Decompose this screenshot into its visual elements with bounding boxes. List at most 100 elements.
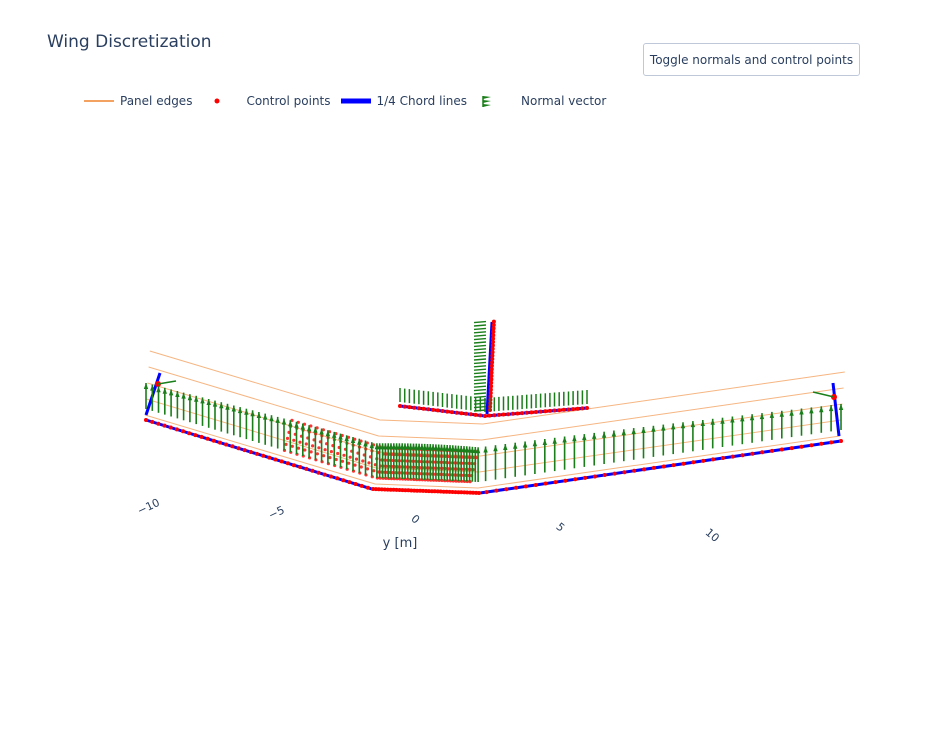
normal-vector-head (631, 428, 636, 435)
normal-vector-head (377, 443, 382, 450)
normal-vector (473, 320, 487, 324)
legend-item-panel-edges[interactable]: Panel edges (84, 94, 192, 108)
normal-vector-head (425, 444, 430, 450)
control-point (799, 444, 804, 449)
normal-vector-head (386, 443, 391, 450)
control-point (168, 425, 173, 430)
control-point (642, 467, 647, 472)
control-point (409, 488, 414, 493)
control-point (444, 489, 449, 494)
control-point (248, 450, 253, 454)
control-point (489, 363, 494, 368)
control-point (347, 480, 352, 485)
legend-item-quarter-chord[interactable]: 1/4 Chord lines (340, 94, 467, 108)
control-point (543, 481, 548, 486)
normal-vector-head (720, 417, 725, 424)
normal-vector (473, 351, 487, 354)
control-point (571, 407, 576, 412)
control-point (291, 463, 296, 468)
normal-vector-head (503, 444, 508, 450)
control-point (388, 487, 393, 492)
control-point (651, 465, 656, 470)
control-point (534, 410, 538, 414)
right-winglet (831, 382, 841, 437)
toggle-normals-button[interactable]: Toggle normals and control points (643, 43, 860, 76)
control-point (162, 423, 167, 428)
normal-vector-head (453, 445, 458, 452)
control-point (211, 438, 216, 443)
control-point (580, 406, 585, 411)
control-point (296, 420, 300, 424)
control-point (450, 490, 455, 494)
control-point (435, 408, 440, 413)
control-point (438, 489, 443, 494)
normal-vector-head (237, 407, 243, 414)
control-point (310, 468, 315, 473)
control-point (407, 405, 412, 410)
control-point (412, 405, 417, 410)
control-point (353, 463, 357, 467)
control-point (523, 484, 528, 489)
y-axis-tick-label: 0 (408, 512, 422, 526)
normal-vector-head (187, 394, 193, 401)
normal-vector-head (690, 421, 696, 428)
normal-vector-head (799, 408, 804, 415)
control-point (424, 489, 428, 493)
control-point (483, 414, 487, 418)
panel-edge-line (148, 366, 844, 441)
control-point (421, 488, 426, 493)
normal-vector-head (740, 415, 745, 422)
normal-vector (473, 405, 487, 409)
normal-vector (473, 331, 487, 334)
control-point (379, 487, 384, 492)
normal-vector-head (150, 384, 155, 391)
control-point (529, 410, 534, 415)
normal-vector-head (838, 404, 844, 410)
control-point (478, 413, 483, 418)
control-point (193, 433, 198, 438)
normal-vector (473, 368, 487, 371)
control-point (391, 487, 396, 492)
normal-vector-head (416, 443, 422, 450)
legend-label-control-points: Control points (246, 94, 331, 108)
control-point (711, 457, 715, 462)
control-point (432, 489, 437, 494)
legend-item-control-points[interactable]: Control points (202, 94, 331, 108)
control-point (740, 453, 745, 458)
control-point (316, 470, 321, 475)
normal-vector-head (430, 444, 436, 451)
normal-vector-head (219, 402, 224, 409)
control-point (322, 454, 326, 458)
control-point (335, 476, 340, 481)
normal-vector-head (374, 443, 380, 450)
control-point (328, 474, 333, 479)
normal-vector-head (710, 418, 715, 425)
normal-vector-head (181, 392, 186, 399)
control-point (328, 430, 332, 434)
control-point (261, 453, 266, 458)
normal-vector-head (680, 422, 686, 429)
normal-vector-icon (482, 96, 492, 107)
normal-vector-head (428, 444, 433, 451)
normal-vector-head (442, 444, 447, 451)
normal-vector-head (562, 436, 567, 443)
control-point (309, 424, 313, 428)
control-point (490, 346, 495, 351)
control-point (218, 440, 222, 445)
normal-vector (473, 402, 487, 405)
panel-edge-line (149, 350, 845, 425)
normal-vector (473, 395, 487, 399)
normal-vector-head (332, 431, 337, 438)
normal-vector-head (467, 446, 472, 453)
legend-item-normal-vector[interactable]: Normal vector (477, 94, 606, 108)
normal-vector-head (194, 395, 199, 402)
control-point (406, 488, 411, 493)
control-point (174, 427, 179, 432)
normal-vector (473, 341, 487, 344)
normal-vector (473, 354, 487, 358)
control-point (829, 440, 834, 445)
normal-vector-head (408, 443, 413, 450)
control-point (459, 490, 464, 495)
normal-vector-head (552, 437, 557, 444)
